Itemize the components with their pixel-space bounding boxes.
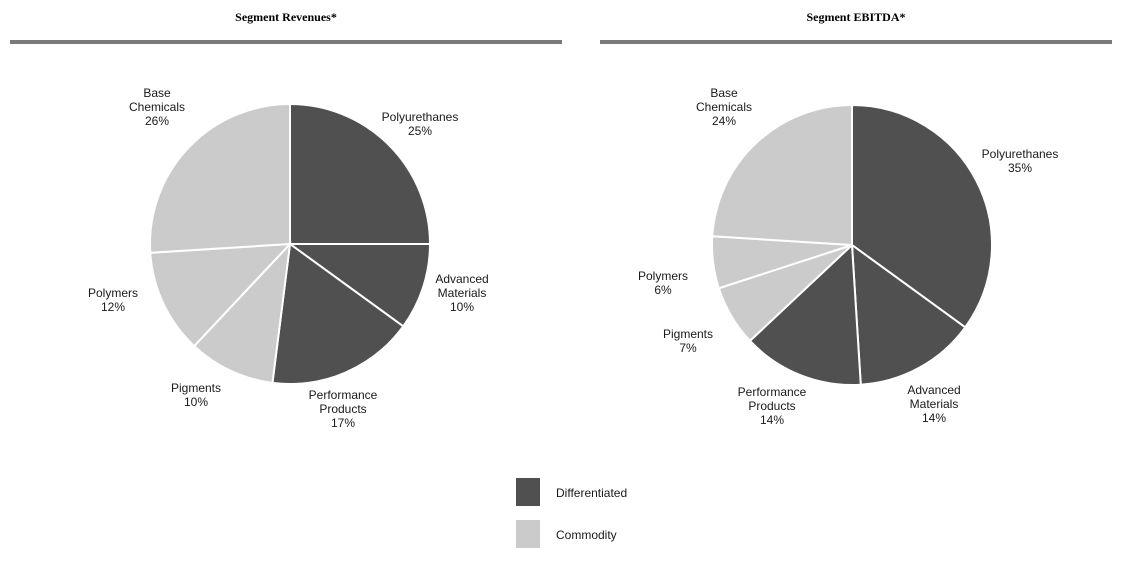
ebitda-chart-title: Segment EBITDA* xyxy=(806,10,906,24)
revenues-slice-pigments xyxy=(192,241,292,385)
revenues-pie xyxy=(149,102,432,385)
ebitda-slice-polyurethanes xyxy=(851,103,993,329)
revenues-label-polyurethanes: Polyurethanes 25% xyxy=(382,110,459,138)
revenues-label-performance-products: Performance Products 17% xyxy=(309,388,378,430)
revenues-label-advanced-materials: Advanced Materials 10% xyxy=(435,272,488,314)
ebitda-slice-base-chemicals xyxy=(711,103,853,247)
ebitda-label-base-chemicals: Base Chemicals 24% xyxy=(696,86,752,128)
ebitda-label-pigments: Pigments 7% xyxy=(663,327,713,355)
legend-differentiated-swatch xyxy=(516,478,540,506)
ebitda-label-advanced-materials: Advanced Materials 14% xyxy=(907,383,960,425)
ebitda-label-polyurethanes: Polyurethanes 35% xyxy=(982,147,1059,175)
legend-commodity-label: Commodity xyxy=(556,528,617,542)
revenues-slice-polymers xyxy=(149,242,293,348)
ebitda-label-polymers: Polymers 6% xyxy=(638,269,688,297)
revenues-slice-base-chemicals xyxy=(149,102,291,254)
revenues-label-base-chemicals: Base Chemicals 26% xyxy=(129,86,185,128)
ebitda-pie xyxy=(711,103,993,386)
revenues-label-polymers: Polymers 12% xyxy=(88,286,138,314)
revenues-slice-performance-products xyxy=(271,242,405,385)
revenues-slice-polyurethanes xyxy=(289,102,432,245)
ebitda-slice-advanced-materials xyxy=(850,242,967,386)
legend-commodity-swatch xyxy=(516,520,540,548)
revenues-title-rule xyxy=(10,40,562,44)
ebitda-slice-performance-products xyxy=(748,242,862,386)
revenues-chart-title: Segment Revenues* xyxy=(235,10,337,24)
revenues-label-pigments: Pigments 10% xyxy=(171,381,221,409)
legend-differentiated-label: Differentiated xyxy=(556,486,628,500)
ebitda-title-rule xyxy=(600,40,1112,44)
revenues-slice-advanced-materials xyxy=(286,243,432,328)
ebitda-label-performance-products: Performance Products 14% xyxy=(738,385,807,427)
